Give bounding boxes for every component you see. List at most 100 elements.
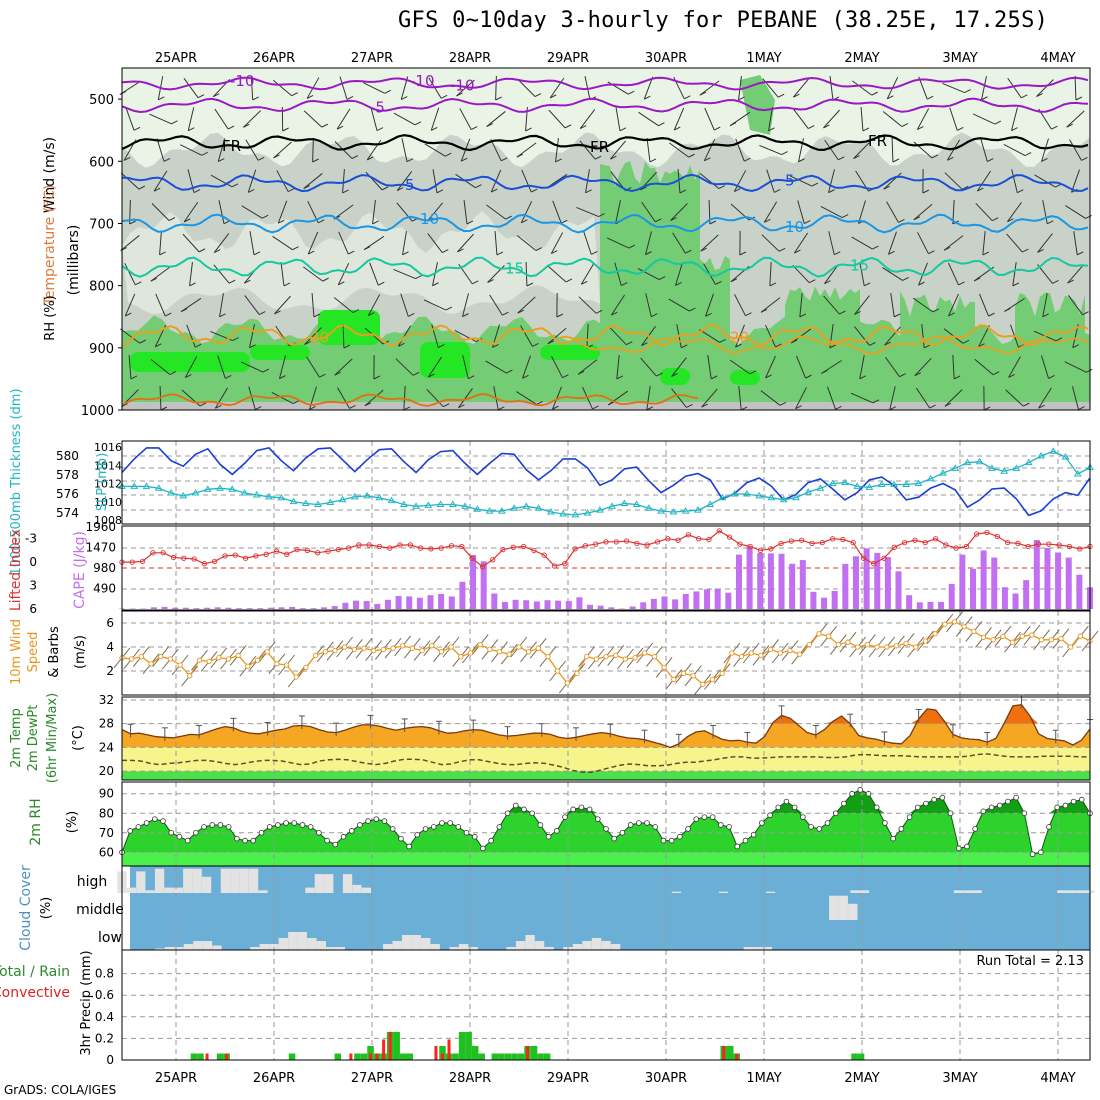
wind10-tick-label: 2 (106, 664, 114, 678)
wind-barb (854, 326, 870, 346)
cloud-level-low: low (98, 930, 122, 946)
lifted-index-point (520, 543, 527, 550)
wind-barb (1074, 75, 1077, 101)
cape-bar (831, 591, 838, 609)
wind-barb (1068, 294, 1083, 316)
cloud-cover-bar (126, 887, 137, 893)
wind-barb (915, 387, 931, 409)
wind10-point (622, 656, 629, 662)
wind-barb (241, 205, 263, 219)
wind-barb (827, 386, 836, 410)
thickness-point (595, 506, 604, 513)
wind-barb (516, 235, 537, 251)
precip-total-bar (439, 1045, 446, 1060)
wind-barb (462, 293, 469, 317)
temperature-contour (121, 393, 699, 407)
wind-barb-flag (929, 404, 936, 409)
precip-conv-bar (440, 1053, 444, 1060)
rh2m-point (422, 826, 429, 832)
wind10-point (254, 657, 261, 663)
wind-barb (1011, 107, 1018, 131)
cloud-cover-bar (326, 947, 336, 950)
thickness-point (497, 507, 506, 514)
rh2m-point (816, 826, 823, 832)
wind-barb-flag (889, 406, 896, 411)
wind-barb-flag (133, 126, 141, 131)
rh2m-point (1021, 810, 1028, 817)
cloud-cover-bar (718, 891, 729, 893)
wind-barb-flag (585, 189, 592, 194)
wind-barb-flag (373, 375, 381, 380)
rh2m-point (562, 814, 568, 820)
cloud-cover-bar (743, 947, 754, 950)
cape-bar (214, 607, 221, 609)
wind-barb-flag (491, 188, 498, 193)
precip-total-bar (399, 1053, 407, 1060)
thickness-point (154, 484, 163, 491)
wind-barb-flag (859, 375, 867, 380)
wind-barb (609, 140, 627, 160)
wind-barb-flag (445, 152, 452, 157)
cloud-cover-bar (342, 874, 353, 893)
wind-barb-flag (649, 158, 657, 163)
cape-bar (938, 601, 945, 609)
wind10-point (187, 673, 193, 679)
wind10-point (235, 652, 241, 659)
lifted-index-point (469, 555, 475, 561)
wind-barb (1003, 144, 1026, 156)
date-label-top: 30APR (645, 51, 687, 66)
wind-barb-flag (287, 188, 295, 193)
thickness-point (926, 474, 935, 482)
lifted-index-point (315, 550, 321, 556)
lifted-index-point (984, 529, 990, 536)
wind10-point (303, 664, 309, 671)
wind-barb (370, 107, 378, 131)
wind-barb-flag (564, 124, 572, 129)
temperature-contour-label: 10 (785, 218, 804, 236)
lifted-index-point (768, 546, 774, 552)
cape-bar (480, 561, 487, 609)
date-label-top: 29APR (547, 51, 589, 66)
cape-bar (406, 596, 413, 609)
lifted-index-point (500, 546, 506, 553)
wind-barb-flag (1038, 404, 1045, 409)
wind-barb-flag (169, 371, 177, 375)
rh-bright-patch (250, 345, 310, 360)
wind-barb (972, 113, 996, 125)
cape-bar (576, 597, 583, 609)
temperature-contour (121, 213, 1089, 234)
rh2m-point (389, 826, 396, 832)
cloud-cover-bar (963, 890, 973, 893)
cloud-cover-bar (411, 935, 421, 950)
wind-barb-flag (709, 220, 717, 225)
rh2m-point (414, 831, 421, 838)
rh2m-point (1070, 798, 1077, 805)
slp-tick-label: 1014 (94, 459, 122, 472)
precip-conv-bar (735, 1053, 739, 1060)
wind-barb-flag (1051, 125, 1058, 130)
ylabel-precip: 3hr Precip (mm) (79, 950, 94, 1055)
date-label-bottom: 26APR (253, 1071, 295, 1086)
cape-bar (448, 596, 455, 609)
wind10-point (719, 670, 725, 677)
cape-bar (672, 599, 679, 609)
wind-barb-flag (183, 218, 191, 223)
wind-barb (1037, 233, 1053, 253)
wind-barb (853, 141, 871, 159)
wind10-point (1067, 644, 1074, 650)
rh2m-point (225, 824, 232, 830)
wind-barb-flag (641, 342, 648, 347)
lifted-index-point (850, 539, 856, 546)
precip-total-bar (511, 1053, 518, 1060)
wind-barb-flag (932, 308, 940, 313)
rh2m-point (1013, 794, 1019, 801)
wind-barb (978, 325, 990, 347)
wind10-point (777, 650, 783, 656)
wind-barb-flag (764, 218, 771, 223)
wind-barb-flag (658, 122, 665, 127)
cape-bar (267, 607, 274, 609)
thickness-point (461, 502, 469, 509)
date-label-bottom: 27APR (351, 1071, 393, 1086)
cape-bar (799, 560, 806, 609)
wind-barb-flag (992, 371, 1000, 376)
